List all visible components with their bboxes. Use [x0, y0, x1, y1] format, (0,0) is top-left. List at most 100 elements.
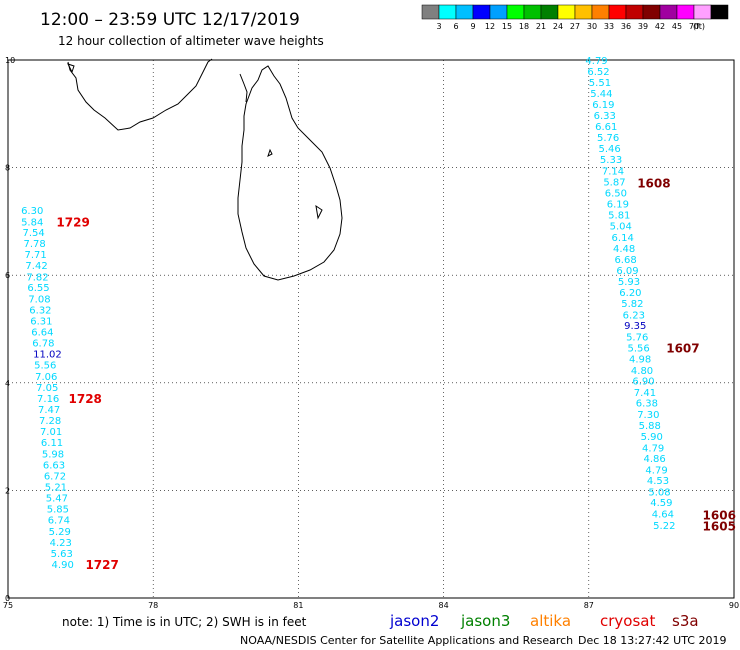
- wave-height-value: 7.71: [24, 250, 46, 261]
- wave-height-value: 4.53: [647, 476, 669, 487]
- wave-height-value: 6.63: [43, 461, 65, 472]
- wave-height-value: 5.56: [628, 343, 650, 354]
- satellite-name: jason3: [460, 612, 510, 630]
- scale-swatch: [489, 4, 508, 20]
- x-tick-label: 78: [148, 601, 158, 610]
- wave-height-value: 5.22: [653, 521, 675, 532]
- wave-height-value: 7.01: [40, 427, 62, 438]
- scale-label: 18: [519, 22, 529, 31]
- scale-label: 33: [604, 22, 614, 31]
- wave-height-value: 5.82: [621, 299, 643, 310]
- wave-height-value: 4.79: [585, 56, 607, 67]
- wave-height-value: 5.63: [51, 549, 73, 560]
- longitude-ticks: 75 78 81 84 87 90: [3, 601, 739, 610]
- wave-height-value: 5.56: [34, 361, 56, 372]
- scale-label: 24: [553, 22, 563, 31]
- wave-height-value: 6.64: [31, 328, 53, 339]
- wave-height-value: 5.29: [49, 527, 71, 538]
- scale-label: 6: [453, 22, 458, 31]
- wave-height-value: 4.48: [613, 244, 635, 255]
- wave-height-value: 6.78: [32, 338, 54, 349]
- wave-height-value: 6.52: [587, 67, 609, 78]
- map-title: 12:00 – 23:59 UTC 12/17/2019: [40, 10, 300, 30]
- scale-label: 70: [689, 22, 699, 31]
- wave-height-value: 6.55: [27, 283, 49, 294]
- pass-time-label: 1605: [703, 519, 736, 533]
- scale-label: 9: [470, 22, 475, 31]
- wave-height-value: 7.41: [634, 388, 656, 399]
- scale-label: (ft): [693, 22, 705, 31]
- scale-label: 27: [570, 22, 580, 31]
- scale-label: 12: [485, 22, 495, 31]
- satellite-legend: jason2 jason3 altika cryosat s3a: [389, 612, 699, 630]
- scale-swatch: [642, 4, 661, 20]
- wave-height-value: 7.47: [38, 405, 60, 416]
- wave-height-value: 4.64: [652, 510, 674, 521]
- timestamp-text: Dec 18 13:27:42 UTC 2019: [578, 634, 726, 647]
- scale-swatch: [421, 4, 440, 20]
- satellite-name: s3a: [672, 612, 699, 630]
- wave-height-value: 7.42: [25, 261, 47, 272]
- wave-height-value: 6.23: [623, 310, 645, 321]
- wave-height-value: 5.87: [603, 178, 625, 189]
- wave-height-value: 7.28: [39, 416, 61, 427]
- scale-label: 39: [638, 22, 648, 31]
- wave-height-value: 7.06: [35, 372, 57, 383]
- scale-label: 30: [587, 22, 597, 31]
- wave-height-value: 7.30: [637, 410, 659, 421]
- wave-height-value: 5.51: [589, 78, 611, 89]
- wave-height-value: 6.32: [29, 306, 51, 317]
- wave-height-value: 11.02: [33, 350, 62, 361]
- island-c: [67, 63, 75, 74]
- wave-height-value: 6.74: [48, 515, 70, 526]
- wave-height-value: 7.08: [28, 294, 50, 305]
- scale-swatch: [676, 4, 695, 20]
- wave-height-value: 4.79: [645, 465, 667, 476]
- wave-height-value: 6.14: [612, 233, 634, 244]
- scale-swatch: [506, 4, 525, 20]
- scale-swatch: [591, 4, 610, 20]
- wave-height-value: 4.23: [50, 538, 72, 549]
- y-tick-label: 10: [5, 56, 15, 65]
- wave-height-value: 4.90: [52, 560, 74, 571]
- track-right: 4.796.525.515.446.196.336.615.765.465.33…: [585, 56, 736, 533]
- wave-height-value: 5.85: [47, 505, 69, 516]
- plot-frame: [7, 59, 735, 599]
- india-coastline: [67, 58, 213, 131]
- wave-height-tracks: 6.305.847.547.787.717.427.826.557.086.32…: [21, 56, 736, 572]
- wave-height-value: 4.59: [650, 498, 672, 509]
- wave-height-value: 6.30: [21, 206, 43, 217]
- track-left: 6.305.847.547.787.717.427.826.557.086.32…: [21, 206, 119, 572]
- wave-height-value: 7.54: [23, 228, 45, 239]
- wave-height-value: 7.78: [23, 239, 45, 250]
- wave-height-value: 6.50: [605, 188, 627, 199]
- wave-height-value: 5.76: [626, 333, 648, 344]
- x-tick-label: 87: [584, 601, 594, 610]
- wave-height-value: 4.98: [629, 355, 651, 366]
- scale-swatch: [659, 4, 678, 20]
- y-tick-label: 0: [5, 594, 10, 603]
- scale-label: 3: [436, 22, 441, 31]
- wave-height-value: 5.81: [608, 210, 630, 221]
- sri-lanka-outline: [237, 65, 343, 281]
- scale-swatch: [693, 4, 712, 20]
- units-note: note: 1) Time is in UTC; 2) SWH is in fe…: [62, 615, 307, 629]
- island-a: [267, 148, 273, 157]
- wave-height-value: 6.72: [44, 471, 66, 482]
- wave-height-value: 6.31: [30, 316, 52, 327]
- wave-height-value: 7.14: [602, 166, 624, 177]
- wave-height-value: 5.33: [600, 155, 622, 166]
- wave-height-value: 5.21: [45, 483, 67, 494]
- scale-swatch: [608, 4, 627, 20]
- wave-height-value: 5.84: [21, 217, 43, 228]
- satellite-name: jason2: [389, 612, 439, 630]
- wave-height-value: 6.11: [41, 438, 63, 449]
- pass-time-label: 1728: [69, 392, 102, 406]
- scale-swatch: [557, 4, 576, 20]
- wave-height-value: 4.80: [631, 366, 653, 377]
- y-tick-label: 8: [5, 164, 10, 173]
- scale-swatch: [472, 4, 491, 20]
- pass-time-label: 1608: [637, 177, 670, 191]
- scale-label: 15: [502, 22, 512, 31]
